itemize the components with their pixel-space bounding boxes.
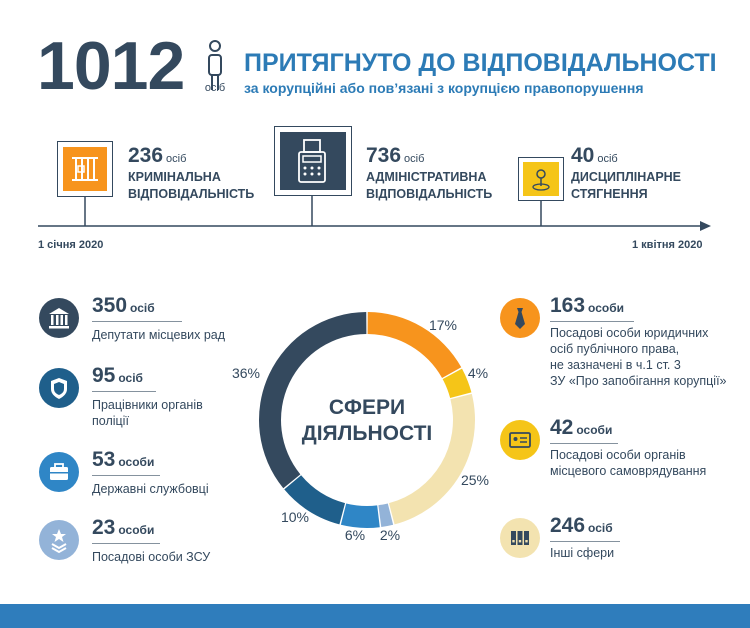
donut-slice-label-0: 17% — [429, 317, 457, 333]
administrative-icon-frame — [274, 126, 352, 196]
total-unit: осіб — [204, 82, 226, 94]
location-pin-icon — [523, 162, 559, 196]
local-government-label: Посадові особи органів місцевого самовря… — [550, 448, 707, 478]
footer-bar — [0, 604, 750, 628]
timeline-start-date: 1 січня 2020 — [38, 239, 104, 251]
timeline-axis — [38, 194, 711, 231]
donut-slice-label-1: 4% — [468, 365, 488, 381]
donut-slice-label-6: 36% — [232, 365, 260, 381]
other-spheres-label: Інші сфери — [550, 546, 615, 560]
page-title: ПРИТЯГНУТО ДО ВІДПОВІДАЛЬНОСТІ — [244, 49, 717, 77]
timeline-end-date: 1 квітня 2020 — [632, 239, 703, 251]
divider — [92, 391, 156, 392]
civil-servants-label: Державні службовці — [92, 482, 209, 496]
criminal-icon-frame — [57, 141, 113, 197]
divider — [550, 321, 634, 322]
donut-slice-4 — [340, 503, 380, 528]
disciplinary-icon-frame — [518, 157, 564, 201]
deputies-label: Депутати місцевих рад — [92, 328, 226, 342]
binders-icon — [500, 518, 540, 558]
donut-slice-3 — [378, 503, 394, 528]
donut-slice-label-4: 6% — [345, 527, 365, 543]
id-card-icon — [500, 420, 540, 460]
local-government-count: 42 особи — [550, 416, 613, 439]
person-icon — [208, 40, 222, 90]
armed-forces-label: Посадові особи ЗСУ — [92, 550, 211, 564]
other-spheres-count: 246 осіб — [550, 514, 613, 537]
police-badge-icon — [39, 368, 79, 408]
divider — [92, 475, 160, 476]
donut-center-label: СФЕРИ ДІЯЛЬНОСТІ — [301, 396, 433, 445]
donut-slice-2 — [388, 393, 475, 525]
military-rank-icon — [39, 520, 79, 560]
necktie-icon — [500, 298, 540, 338]
donut-slice-6 — [258, 312, 367, 489]
divider — [92, 543, 160, 544]
total-count: 1012 — [37, 28, 185, 104]
administrative-count: 736 осіб — [366, 144, 425, 167]
police-label: Працівники органів поліції — [92, 398, 203, 428]
disciplinary-count: 40 осіб — [571, 144, 618, 167]
government-building-icon — [39, 298, 79, 338]
divider — [550, 541, 620, 542]
public-law-officials-count: 163 особи — [550, 294, 625, 317]
donut-slice-0 — [367, 312, 462, 379]
donut-slice-label-2: 25% — [461, 472, 489, 488]
donut-slice-5 — [284, 475, 346, 525]
armed-forces-count: 23 особи — [92, 516, 155, 539]
deputies-count: 350 осіб — [92, 294, 155, 317]
divider — [550, 443, 618, 444]
activity-donut-chart: 17% 4% 25% 2% 6% 10% 36% — [232, 312, 489, 543]
civil-servants-count: 53 особи — [92, 448, 155, 471]
fax-machine-icon — [280, 132, 346, 190]
donut-slice-label-3: 2% — [380, 527, 400, 543]
criminal-count: 236 осіб — [128, 144, 187, 167]
criminal-label: КРИМІНАЛЬНА ВІДПОВІДАЛЬНІСТЬ — [128, 170, 255, 201]
donut-slice-label-5: 10% — [281, 509, 309, 525]
page-subtitle: за корупційні або пов’язані з корупцією … — [244, 80, 644, 96]
briefcase-icon — [39, 452, 79, 492]
prison-bars-icon — [63, 147, 107, 191]
administrative-label: АДМІНІСТРАТИВНА ВІДПОВІДАЛЬНІСТЬ — [366, 170, 493, 201]
police-count: 95 осіб — [92, 364, 143, 387]
public-law-officials-label: Посадові особи юридичних осіб публічного… — [550, 326, 727, 388]
donut-slice-1 — [442, 368, 472, 399]
divider — [92, 321, 182, 322]
disciplinary-label: ДИСЦИПЛІНАРНЕ СТЯГНЕННЯ — [571, 170, 682, 201]
